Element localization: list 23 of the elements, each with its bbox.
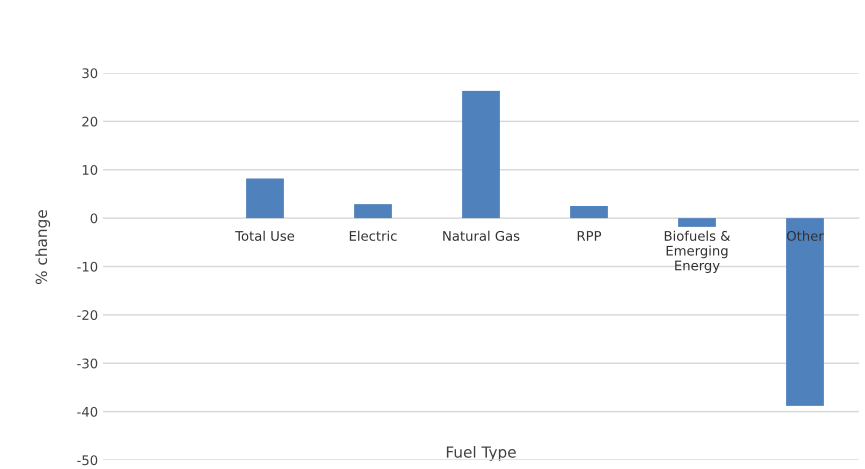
y-tick-label: -20 bbox=[77, 310, 98, 320]
y-tick-label: 0 bbox=[90, 213, 98, 224]
x-tick-label: Biofuels & Emerging Energy bbox=[664, 230, 730, 274]
y-tick-label: -40 bbox=[77, 406, 98, 417]
y-tick-label: -30 bbox=[77, 358, 98, 368]
bar bbox=[786, 218, 824, 406]
x-tick-label: Other bbox=[787, 230, 824, 241]
y-tick-label: -50 bbox=[77, 455, 98, 466]
y-axis-title: % change bbox=[35, 210, 50, 284]
x-axis-title: Fuel Type bbox=[446, 446, 516, 461]
x-tick-label: Natural Gas bbox=[443, 230, 520, 241]
bar bbox=[678, 218, 716, 227]
y-tick-label: 30 bbox=[82, 68, 98, 78]
bar bbox=[354, 204, 392, 218]
y-tick-label: 20 bbox=[82, 116, 98, 127]
bar bbox=[246, 178, 284, 218]
bar bbox=[462, 90, 500, 218]
y-tick-label: 10 bbox=[82, 164, 98, 175]
x-tick-label: RPP bbox=[578, 231, 602, 241]
x-tick-label: Total Use bbox=[235, 230, 294, 241]
y-tick-label: -10 bbox=[77, 262, 98, 272]
x-tick-label: Electric bbox=[350, 230, 397, 241]
bar bbox=[570, 206, 608, 218]
